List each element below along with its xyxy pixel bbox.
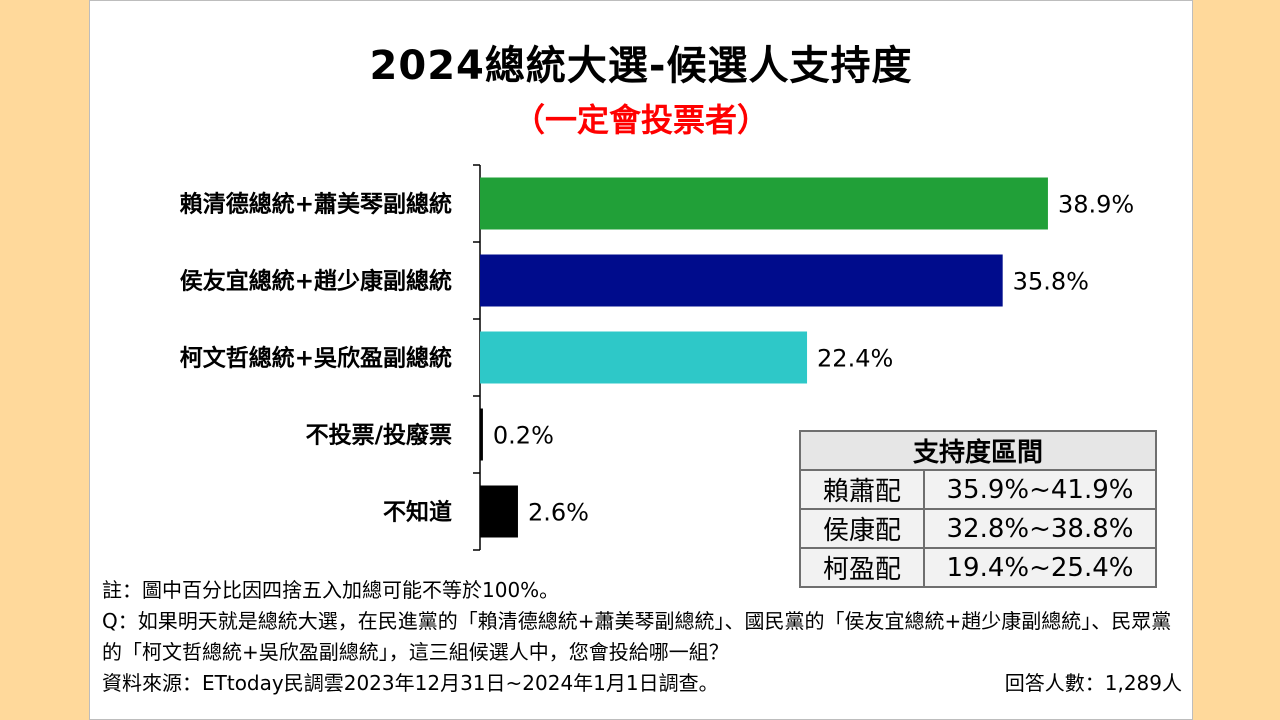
bar <box>480 331 808 384</box>
data-source: 資料來源：ETtoday民調雲2023年12月31日~2024年1月1日調查。 <box>102 671 719 695</box>
category-label: 不知道 <box>383 499 452 526</box>
chart-panel: 2024總統大選-候選人支持度 （一定會投票者） 賴清德總統+蕭美琴副總統 38.… <box>89 0 1193 720</box>
range-table-header: 支持度區間 <box>799 430 1157 471</box>
bar <box>480 177 1048 230</box>
range-table-row: 柯盈配 19.4%~25.4% <box>799 547 1157 588</box>
source-row: 資料來源：ETtoday民調雲2023年12月31日~2024年1月1日調查。 … <box>102 668 1182 699</box>
bar <box>480 485 518 538</box>
chart-subtitle: （一定會投票者） <box>512 101 769 139</box>
category-label: 柯文哲總統+吳欣盈副總統 <box>180 345 452 372</box>
range-table-row: 賴蕭配 35.9%~41.9% <box>799 469 1157 510</box>
value-label: 0.2% <box>493 422 554 450</box>
range-row-value: 35.9%~41.9% <box>923 469 1157 510</box>
value-label: 38.9% <box>1058 191 1134 219</box>
bar <box>480 408 483 461</box>
chart-notes: 註：圖中百分比因四捨五入加總可能不等於100%。 Q：如果明天就是總統大選，在民… <box>102 575 1182 699</box>
range-row-name: 侯康配 <box>799 508 925 549</box>
respondent-count: 回答人數：1,289人 <box>1004 671 1182 695</box>
rounding-note: 註：圖中百分比因四捨五入加總可能不等於100%。 <box>102 578 560 602</box>
category-label: 不投票/投廢票 <box>306 422 452 449</box>
chart-title: 2024總統大選-候選人支持度 <box>369 43 913 89</box>
category-label: 賴清德總統+蕭美琴副總統 <box>180 191 452 218</box>
range-row-name: 賴蕭配 <box>799 469 925 510</box>
category-label: 侯友宜總統+趙少康副總統 <box>180 268 452 295</box>
bar <box>480 254 1003 307</box>
survey-question: Q：如果明天就是總統大選，在民進黨的「賴清德總統+蕭美琴副總統」、國民黨的「侯友… <box>102 609 1172 664</box>
bar-chart: 賴清德總統+蕭美琴副總統 38.9% 侯友宜總統+趙少康副總統 35.8% 柯文哲總統+… <box>180 164 1134 551</box>
value-label: 35.8% <box>1013 268 1089 296</box>
value-label: 22.4% <box>817 345 893 373</box>
value-label: 2.6% <box>528 499 589 527</box>
range-row-value: 32.8%~38.8% <box>923 508 1157 549</box>
support-range-table: 支持度區間 賴蕭配 35.9%~41.9% 侯康配 32.8%~38.8% 柯盈… <box>799 430 1157 588</box>
range-row-name: 柯盈配 <box>799 547 925 588</box>
range-row-value: 19.4%~25.4% <box>923 547 1157 588</box>
range-table-row: 侯康配 32.8%~38.8% <box>799 508 1157 549</box>
